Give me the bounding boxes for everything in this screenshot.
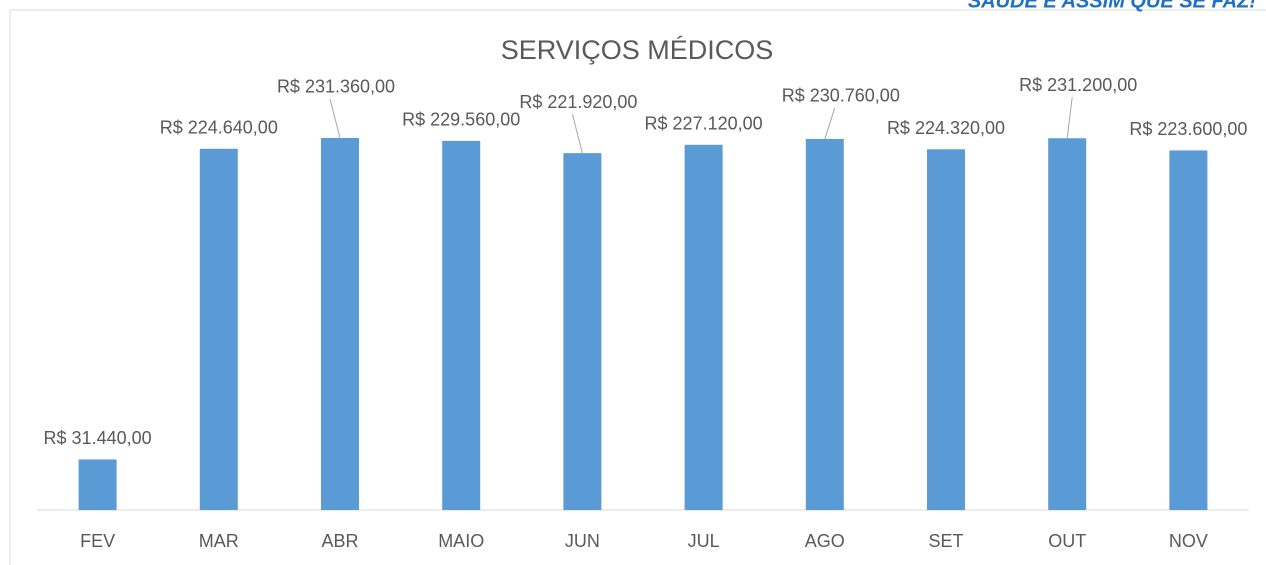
bar <box>563 153 602 510</box>
data-label: R$ 221.920,00 <box>519 92 637 112</box>
x-tick-label: SET <box>928 531 963 551</box>
data-label: R$ 223.600,00 <box>1129 119 1247 139</box>
chart-title: SERVIÇOS MÉDICOS <box>501 35 774 65</box>
bar <box>442 140 481 510</box>
data-label: R$ 231.200,00 <box>1019 75 1137 95</box>
data-label: R$ 224.640,00 <box>160 118 278 138</box>
bar <box>321 137 359 510</box>
data-label: R$ 224.320,00 <box>887 118 1005 138</box>
bar <box>805 138 844 510</box>
x-tick-label: JUL <box>688 531 720 551</box>
data-label: R$ 227.120,00 <box>645 114 763 134</box>
bar <box>199 148 238 511</box>
bar <box>1048 138 1087 510</box>
x-tick-label: MAIO <box>438 531 484 551</box>
x-tick-label: JUN <box>565 531 600 551</box>
bar <box>684 144 723 510</box>
bar <box>78 459 117 510</box>
bar <box>1169 150 1208 510</box>
data-label: R$ 231.360,00 <box>277 77 395 97</box>
x-tick-label: MAR <box>199 531 239 551</box>
x-tick-label: NOV <box>1169 531 1208 551</box>
data-label: R$ 230.760,00 <box>782 86 900 106</box>
data-label: R$ 31.440,00 <box>44 428 152 448</box>
x-tick-label: FEV <box>80 531 115 551</box>
bar <box>927 149 965 510</box>
leader-line <box>1066 97 1073 139</box>
data-label: R$ 229.560,00 <box>402 110 520 130</box>
leader-line <box>824 107 836 140</box>
banner: SAÚDE É ASSIM QUE SE FAZ! <box>968 0 1257 12</box>
x-tick-label: ABR <box>321 531 358 551</box>
leader-line <box>329 98 341 139</box>
x-tick-label: OUT <box>1048 531 1086 551</box>
x-tick-label: AGO <box>805 531 845 551</box>
leader-line <box>571 114 583 154</box>
